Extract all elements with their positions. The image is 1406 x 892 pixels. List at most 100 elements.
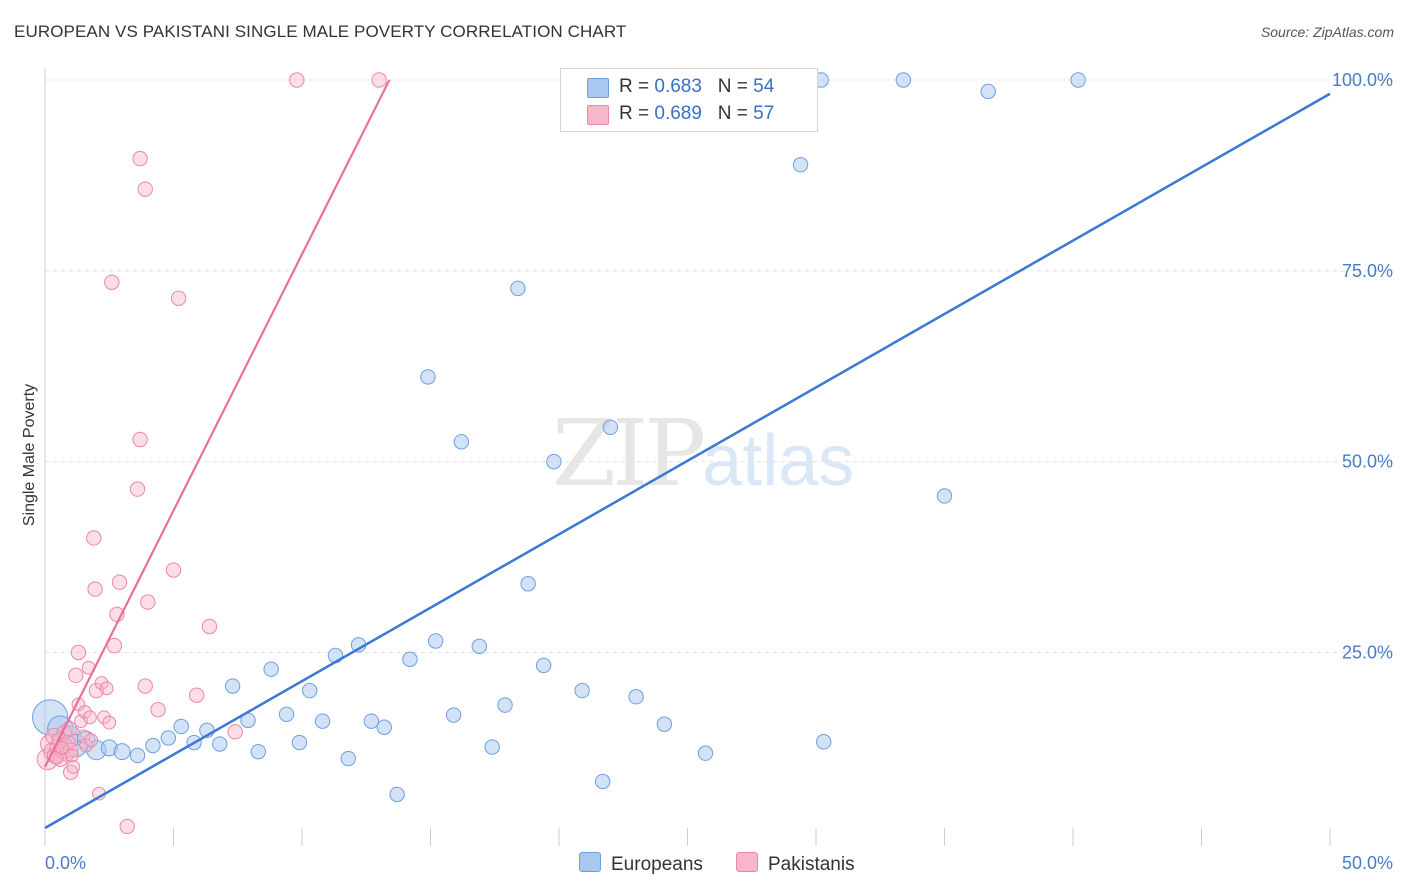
axis-labels: 25.0% 50.0% 75.0% 100.0% 0.0% 50.0% Single Mal… xyxy=(21,70,1393,873)
pakistani-point xyxy=(371,72,387,88)
european-point xyxy=(420,369,436,385)
pakistani-point xyxy=(188,687,205,703)
pakistani-point xyxy=(62,742,79,758)
pakistani-point xyxy=(104,274,120,290)
y-tick-label: 100.0% xyxy=(1332,70,1393,90)
europeans-stats: R = 0.683 N = 54 xyxy=(619,76,775,97)
european-points xyxy=(32,70,1086,803)
european-point xyxy=(291,734,308,751)
european-point xyxy=(497,697,513,713)
pakistani-point xyxy=(111,574,128,590)
chart-title: EUROPEAN VS PAKISTANI SINGLE MALE POVERT… xyxy=(14,22,627,41)
pakistani-point xyxy=(65,748,79,763)
pakistani-point xyxy=(79,738,94,753)
european-point xyxy=(340,750,356,767)
european-point xyxy=(980,83,996,100)
pakistani-point xyxy=(66,760,81,774)
pakistani-point xyxy=(150,701,166,718)
european-point xyxy=(113,743,131,761)
pakistanis-legend-label: Pakistanis xyxy=(768,854,855,875)
x-tick-label: 0.0% xyxy=(45,853,86,873)
european-trend-line xyxy=(44,92,1331,830)
pakistani-point xyxy=(102,715,117,730)
y-tick-label: 25.0% xyxy=(1342,642,1393,662)
european-point xyxy=(263,661,279,677)
europeans-legend-swatch xyxy=(579,852,601,872)
pakistani-point xyxy=(137,678,153,694)
european-point xyxy=(363,713,380,729)
european-point xyxy=(535,657,552,674)
pakistani-point xyxy=(94,676,109,690)
pakistani-point xyxy=(201,618,218,635)
pakistani-point xyxy=(70,644,87,661)
pakistani-point xyxy=(86,530,102,546)
pakistanis-legend-swatch xyxy=(736,852,758,872)
european-point xyxy=(427,633,444,649)
european-point xyxy=(594,773,611,790)
european-point xyxy=(129,747,146,764)
european-point xyxy=(145,737,161,754)
legend-item-europeans[interactable]: Europeans xyxy=(579,852,703,876)
pakistani-point xyxy=(137,181,153,197)
european-point xyxy=(173,718,189,735)
european-point xyxy=(510,280,526,297)
pakistani-point xyxy=(129,481,146,497)
pakistani-point xyxy=(77,705,92,719)
pakistani-point xyxy=(170,290,187,306)
european-point xyxy=(224,678,241,694)
european-point xyxy=(936,488,953,504)
european-point xyxy=(376,719,392,735)
european-point xyxy=(816,734,832,750)
european-point xyxy=(445,707,462,723)
watermark: ZIPatlas xyxy=(552,400,854,507)
series-legend: Europeans Pakistanis xyxy=(0,852,1406,878)
watermark-zip: ZIP xyxy=(552,400,706,507)
pakistani-point xyxy=(227,724,243,740)
y-tick-label: 50.0% xyxy=(1342,452,1393,472)
y-axis-label: Single Male Poverty xyxy=(21,384,38,526)
european-point xyxy=(520,576,536,592)
trend-lines xyxy=(44,79,1331,830)
european-point xyxy=(212,736,228,752)
pakistani-point xyxy=(289,72,305,88)
pakistani-point xyxy=(165,562,182,578)
european-point xyxy=(484,739,500,755)
european-point xyxy=(389,786,405,803)
pakistani-point xyxy=(132,431,148,448)
pakistani-point xyxy=(119,818,135,835)
pakistani-point xyxy=(97,710,112,725)
european-point xyxy=(250,743,267,760)
pakistani-point xyxy=(132,150,148,167)
pakistani-point xyxy=(106,637,123,654)
x-tick-label: 50.0% xyxy=(1342,853,1393,873)
european-point xyxy=(602,419,619,435)
european-point xyxy=(895,72,912,88)
european-point xyxy=(1070,72,1086,88)
european-point xyxy=(453,434,470,450)
legend-item-pakistanis[interactable]: Pakistanis xyxy=(736,852,855,876)
pakistani-point xyxy=(87,581,103,597)
source-label: Source: ZipAtlas.com xyxy=(1260,24,1394,40)
pakistani-trend-line xyxy=(44,79,391,768)
european-point xyxy=(574,682,590,699)
european-point xyxy=(697,745,714,761)
europeans-legend-label: Europeans xyxy=(611,854,703,875)
european-point xyxy=(471,638,488,655)
watermark-atlas: atlas xyxy=(702,421,855,501)
pakistani-point xyxy=(83,710,97,725)
european-point xyxy=(792,157,809,173)
european-point xyxy=(546,453,562,470)
european-point xyxy=(628,689,644,705)
european-point xyxy=(278,706,295,722)
european-point xyxy=(402,651,418,668)
european-point xyxy=(314,713,331,729)
european-point xyxy=(302,682,318,699)
pakistani-points xyxy=(36,72,387,835)
correlation-legend: R = 0.683 N = 54 R = 0.689 N = 57 xyxy=(560,68,818,132)
pakistani-point xyxy=(99,681,114,696)
pakistanis-stats: R = 0.689 N = 57 xyxy=(619,103,775,124)
y-tick-label: 75.0% xyxy=(1342,261,1393,281)
european-point xyxy=(160,730,177,746)
pakistanis-swatch xyxy=(587,105,609,125)
